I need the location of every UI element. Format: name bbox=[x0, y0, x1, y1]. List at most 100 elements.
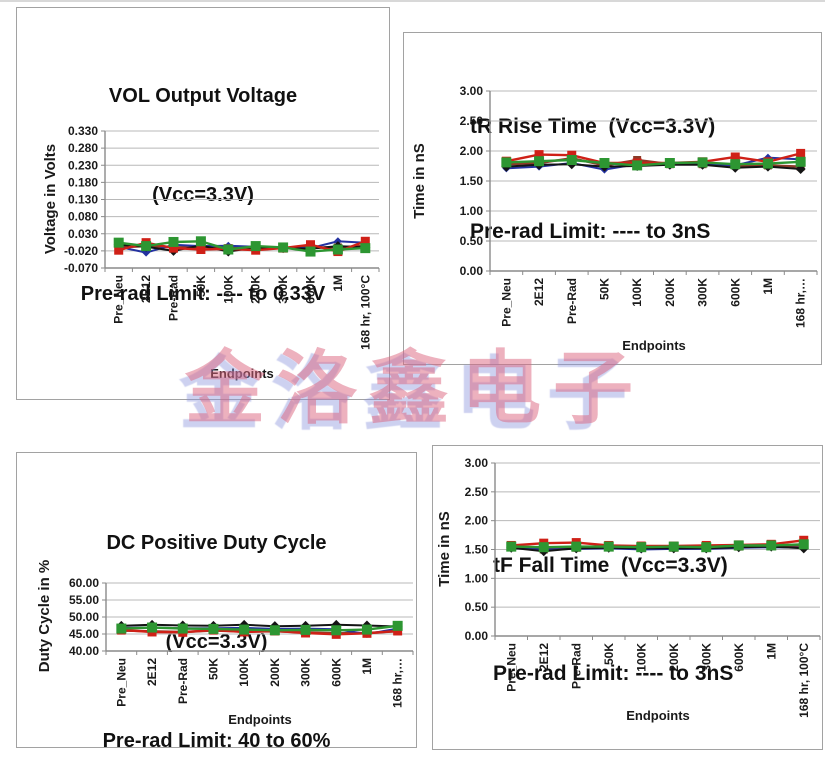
svg-text:55.00: 55.00 bbox=[69, 593, 99, 607]
x-axis-title: Endpoints bbox=[210, 366, 274, 381]
svg-text:600K: 600K bbox=[329, 658, 343, 687]
svg-text:2E12: 2E12 bbox=[139, 275, 153, 303]
x-axis-title: Endpoints bbox=[622, 338, 686, 353]
svg-text:0.00: 0.00 bbox=[465, 629, 489, 643]
svg-text:2.50: 2.50 bbox=[465, 485, 489, 499]
chart-title-line: Pre-rad Limit: ---- to 0.33V bbox=[80, 283, 326, 305]
chart-vol-output-voltage: VOL Output Voltage (Vcc=3.3V) Pre-rad Li… bbox=[16, 7, 390, 400]
svg-text:1.50: 1.50 bbox=[460, 174, 484, 188]
svg-text:2.50: 2.50 bbox=[460, 114, 484, 128]
x-axis-title: Endpoints bbox=[626, 708, 690, 723]
y-tick-labels: 3.00 2.50 2.00 1.50 1.00 0.50 0.00 bbox=[460, 84, 484, 278]
svg-text:50K: 50K bbox=[194, 275, 208, 297]
chart-title: tF Fall Time (Vcc=3.3V) Pre-rad Limit: -… bbox=[493, 476, 733, 757]
series-green bbox=[116, 620, 403, 636]
svg-text:2.00: 2.00 bbox=[460, 144, 484, 158]
svg-text:50K: 50K bbox=[206, 658, 220, 680]
y-tick-labels: 0.330 0.280 0.230 0.180 0.130 0.080 0.030 -0.02… bbox=[64, 124, 98, 275]
svg-text:Pre-Rad: Pre-Rad bbox=[569, 643, 583, 689]
svg-text:Pre-Rad: Pre-Rad bbox=[176, 658, 190, 704]
series-green bbox=[501, 155, 806, 171]
y-axis-title: Duty Cycle in % bbox=[36, 560, 53, 673]
svg-text:2.00: 2.00 bbox=[465, 514, 489, 528]
svg-text:1M: 1M bbox=[764, 643, 778, 660]
svg-text:0.50: 0.50 bbox=[465, 600, 489, 614]
svg-text:200K: 200K bbox=[249, 275, 263, 304]
axes bbox=[101, 130, 380, 272]
chart-title-line: (Vcc=3.3V) bbox=[152, 184, 254, 206]
svg-text:1M: 1M bbox=[331, 275, 345, 292]
chart-title-line: Pre-rad Limit: ---- to 3nS bbox=[470, 220, 711, 243]
series-green bbox=[113, 236, 371, 257]
svg-text:3.00: 3.00 bbox=[465, 456, 489, 470]
svg-text:-0.020: -0.020 bbox=[64, 244, 98, 258]
svg-text:Pre-Rad: Pre-Rad bbox=[167, 275, 181, 321]
x-category-labels: Pre_Neu 2E12 Pre-Rad 50K 100K 200K 300K 600K 1M 1… bbox=[112, 275, 373, 350]
svg-text:Pre_Neu: Pre_Neu bbox=[499, 278, 513, 327]
svg-text:100K: 100K bbox=[221, 275, 235, 304]
svg-text:200K: 200K bbox=[667, 643, 681, 672]
svg-text:0.50: 0.50 bbox=[460, 234, 484, 248]
svg-text:600K: 600K bbox=[732, 643, 746, 672]
svg-text:0.130: 0.130 bbox=[68, 193, 98, 207]
svg-text:1M: 1M bbox=[761, 278, 775, 295]
svg-text:168 hr, 100°C: 168 hr, 100°C bbox=[797, 643, 811, 718]
svg-text:600K: 600K bbox=[304, 275, 318, 304]
chart-title-line: DC Positive Duty Cycle bbox=[106, 532, 327, 554]
svg-text:300K: 300K bbox=[699, 643, 713, 672]
svg-text:45.00: 45.00 bbox=[69, 627, 99, 641]
chart-title-line: VOL Output Voltage bbox=[108, 85, 298, 107]
vol-plot-area: 0.330 0.280 0.230 0.180 0.130 0.080 0.030 -0.02… bbox=[42, 124, 380, 381]
x-axis-title: Endpoints bbox=[228, 712, 292, 727]
svg-text:2E12: 2E12 bbox=[145, 658, 159, 686]
svg-text:300K: 300K bbox=[276, 275, 290, 304]
svg-text:1M: 1M bbox=[360, 658, 374, 675]
svg-text:1.00: 1.00 bbox=[460, 204, 484, 218]
y-axis-title: Voltage in Volts bbox=[42, 144, 59, 254]
svg-text:2E12: 2E12 bbox=[537, 643, 551, 671]
chart-tr-rise-time: tR Rise Time (Vcc=3.3V) Pre-rad Limit: -… bbox=[403, 32, 822, 365]
svg-text:0.230: 0.230 bbox=[68, 158, 98, 172]
svg-text:1.50: 1.50 bbox=[465, 543, 489, 557]
svg-text:Pre-Rad: Pre-Rad bbox=[565, 278, 579, 324]
svg-text:0.180: 0.180 bbox=[68, 175, 98, 189]
svg-text:300K: 300K bbox=[696, 278, 710, 307]
dc-plot-area: 60.00 55.00 50.00 45.00 40.00 Pre_Neu 2E12 Pre-… bbox=[36, 560, 414, 727]
series-green bbox=[506, 539, 809, 553]
svg-text:600K: 600K bbox=[728, 278, 742, 307]
svg-text:300K: 300K bbox=[299, 658, 313, 687]
svg-text:Pre_Neu: Pre_Neu bbox=[114, 658, 128, 707]
chart-title: DC Positive Duty Cycle (Vcc=3.3V) Pre-ra… bbox=[17, 461, 416, 757]
gridlines bbox=[106, 582, 413, 652]
svg-text:168 hr,…: 168 hr,… bbox=[391, 658, 405, 708]
svg-text:168 hr,…: 168 hr,… bbox=[794, 278, 808, 328]
chart-title-line: tF Fall Time (Vcc=3.3V) bbox=[493, 554, 728, 577]
chart-title-line: Pre-rad Limit: ---- to 3nS bbox=[493, 662, 734, 685]
svg-text:-0.070: -0.070 bbox=[64, 261, 98, 275]
svg-text:3.00: 3.00 bbox=[460, 84, 484, 98]
svg-text:Pre_Neu: Pre_Neu bbox=[112, 275, 126, 324]
y-axis-title: Time in nS bbox=[411, 143, 428, 219]
axes bbox=[491, 462, 821, 640]
svg-text:100K: 100K bbox=[630, 278, 644, 307]
svg-text:50.00: 50.00 bbox=[69, 610, 99, 624]
y-tick-labels: 60.00 55.00 50.00 45.00 40.00 bbox=[69, 576, 99, 658]
svg-text:200K: 200K bbox=[663, 278, 677, 307]
x-category-labels: Pre_Neu 2E12 Pre-Rad 50K 100K 200K 300K 600K 1M 1… bbox=[504, 643, 811, 718]
gridlines bbox=[490, 90, 817, 272]
chart-tf-fall-time: tF Fall Time (Vcc=3.3V) Pre-rad Limit: -… bbox=[432, 445, 823, 750]
svg-text:Pre_Neu: Pre_Neu bbox=[504, 643, 518, 692]
svg-text:168 hr, 100°C: 168 hr, 100°C bbox=[358, 275, 372, 350]
chart-title-line: (Vcc=3.3V) bbox=[165, 631, 268, 653]
x-category-labels: Pre_Neu 2E12 Pre-Rad 50K 100K 200K 300K 600K 1M 1… bbox=[499, 278, 807, 328]
svg-text:0.030: 0.030 bbox=[68, 227, 98, 241]
chart-title: VOL Output Voltage (Vcc=3.3V) Pre-rad Li… bbox=[17, 14, 389, 377]
svg-text:1.00: 1.00 bbox=[465, 571, 489, 585]
axes bbox=[486, 90, 818, 275]
svg-text:2E12: 2E12 bbox=[532, 278, 546, 306]
svg-text:0.280: 0.280 bbox=[68, 141, 98, 155]
y-tick-labels: 3.00 2.50 2.00 1.50 1.00 0.50 0.00 bbox=[465, 456, 489, 643]
svg-text:50K: 50K bbox=[602, 643, 616, 665]
